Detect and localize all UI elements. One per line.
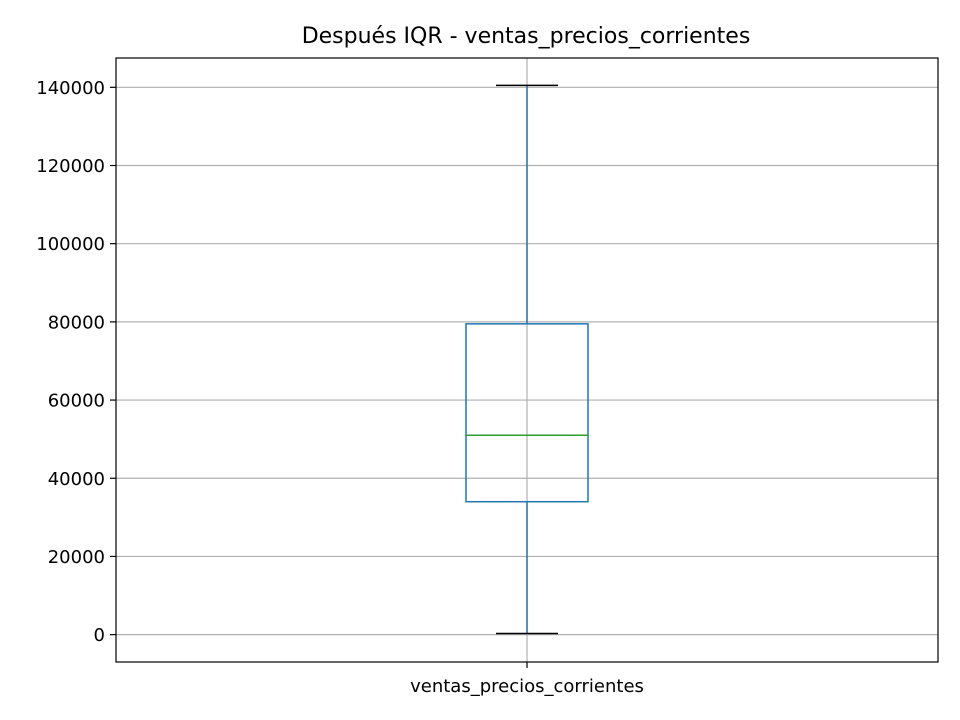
- y-tick-label: 60000: [48, 391, 105, 412]
- x-tick-label: ventas_precios_corrientes: [410, 676, 644, 697]
- y-axis: 0 20000 40000 60000 80000 100000 120000 140000: [36, 78, 116, 646]
- y-tick-label: 120000: [36, 156, 105, 177]
- y-tick-label: 100000: [36, 234, 105, 255]
- y-tick-label: 0: [94, 625, 105, 646]
- y-tick-label: 20000: [48, 547, 105, 568]
- box-layer: [465, 84, 589, 635]
- plot-frame: [115, 57, 939, 663]
- iqr-box: [465, 323, 589, 503]
- y-tick-label: 140000: [36, 78, 105, 99]
- chart-title: Después IQR - ventas_precios_corrientes: [302, 24, 751, 49]
- x-axis: ventas_precios_corrientes: [410, 662, 644, 697]
- y-tick-label: 40000: [48, 469, 105, 490]
- y-tick-label: 80000: [48, 312, 105, 333]
